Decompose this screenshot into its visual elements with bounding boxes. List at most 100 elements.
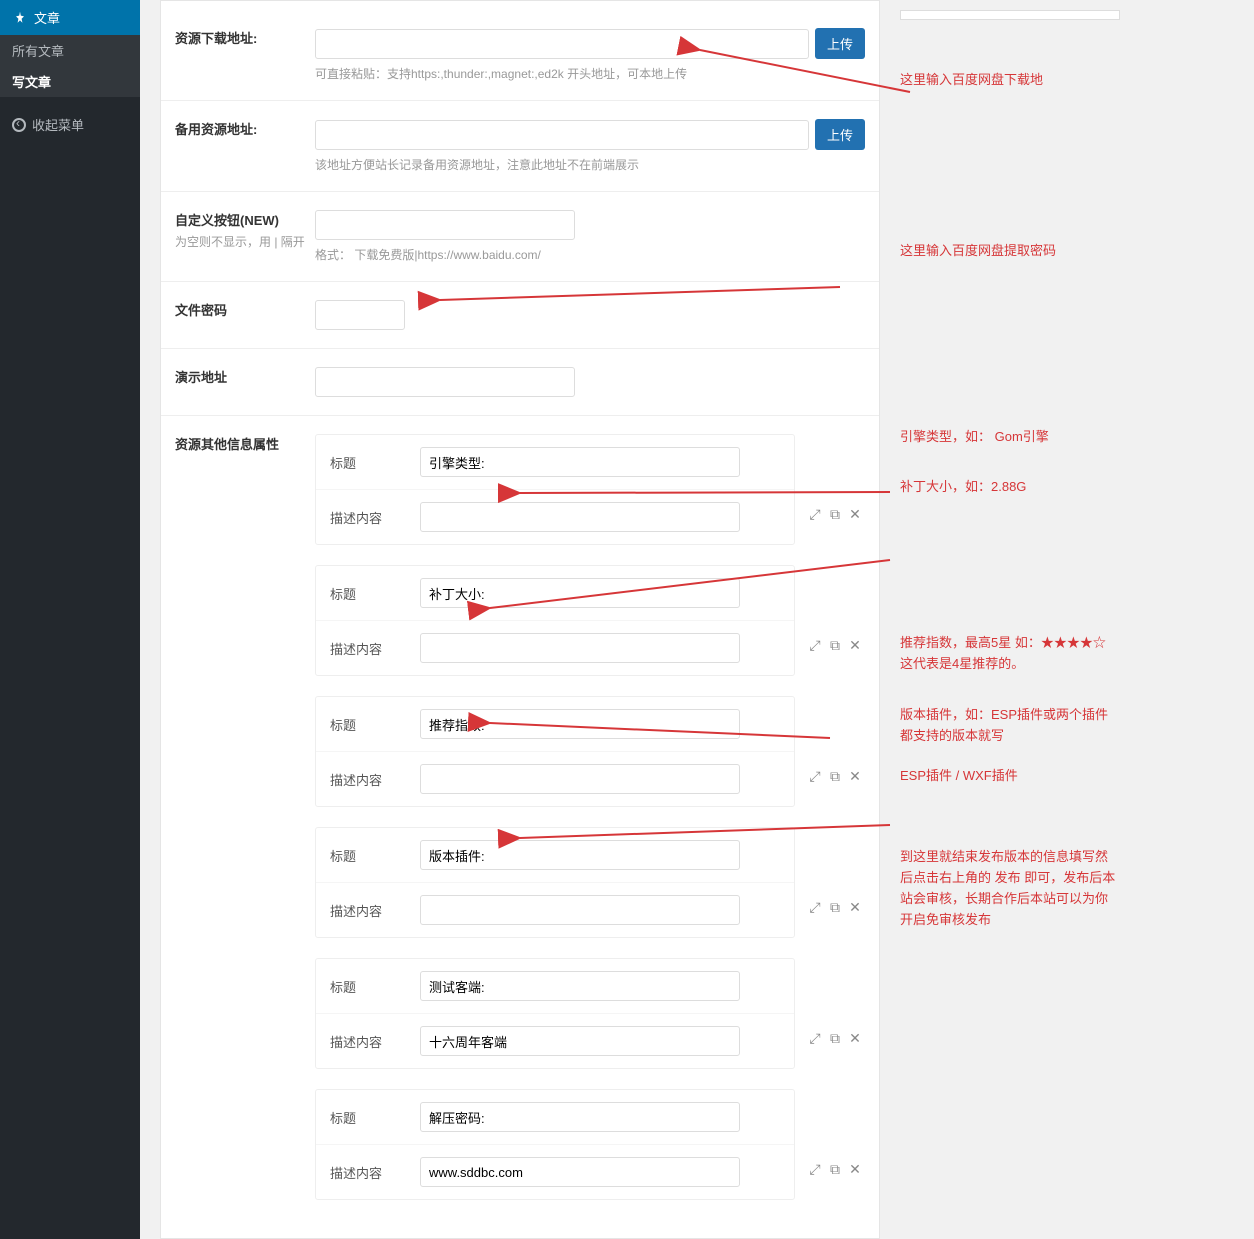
attr-title-label: 标题 xyxy=(330,1108,420,1127)
backup-upload-button[interactable]: 上传 xyxy=(815,119,865,150)
attr-desc-input[interactable] xyxy=(420,502,740,532)
custom-btn-label: 自定义按钮(NEW) xyxy=(175,210,315,229)
main-content: 资源下载地址: 上传 可直接粘贴：支持https:,thunder:,magne… xyxy=(140,0,900,1239)
attr-desc-label: 描述内容 xyxy=(330,770,420,789)
attr-desc-label: 描述内容 xyxy=(330,901,420,920)
attr-tools: ⤢ ⧉ ✕ xyxy=(805,958,865,1079)
close-icon[interactable]: ✕ xyxy=(848,770,862,784)
collapse-icon xyxy=(12,118,26,132)
attr-desc-label: 描述内容 xyxy=(330,1032,420,1051)
annotation-patch: 补丁大小，如：2.88G xyxy=(900,477,1120,498)
demo-input[interactable] xyxy=(315,367,575,397)
annotation-download: 这里输入百度网盘下载地 xyxy=(900,70,1120,91)
expand-icon[interactable]: ⤢ xyxy=(808,639,822,653)
attr-title-input[interactable] xyxy=(420,709,740,739)
close-icon[interactable]: ✕ xyxy=(848,901,862,915)
panel-top-sliver xyxy=(160,0,880,10)
sidebar-item-write-article[interactable]: 写文章 xyxy=(0,66,140,97)
expand-icon[interactable]: ⤢ xyxy=(808,1163,822,1177)
sidebar-item-articles[interactable]: 文章 xyxy=(0,0,140,35)
attr-title-input[interactable] xyxy=(420,971,740,1001)
annotation-password: 这里输入百度网盘提取密码 xyxy=(900,241,1120,262)
right-panel-sliver xyxy=(900,10,1120,20)
sidebar-item-all-articles[interactable]: 所有文章 xyxy=(0,35,140,66)
attr-group: 标题描述内容 xyxy=(315,958,795,1069)
expand-icon[interactable]: ⤢ xyxy=(808,1032,822,1046)
attr-title-input[interactable] xyxy=(420,447,740,477)
field-custom-btn: 自定义按钮(NEW) 为空则不显示，用 | 隔开 格式： 下载免费版|https… xyxy=(161,191,879,281)
copy-icon[interactable]: ⧉ xyxy=(828,639,842,653)
attrs-label: 资源其他信息属性 xyxy=(175,434,315,1220)
attr-group: 标题描述内容 xyxy=(315,696,795,807)
attr-title-label: 标题 xyxy=(330,715,420,734)
attr-desc-input[interactable] xyxy=(420,895,740,925)
attr-title-input[interactable] xyxy=(420,1102,740,1132)
admin-sidebar: 文章 所有文章 写文章 收起菜单 xyxy=(0,0,140,1239)
copy-icon[interactable]: ⧉ xyxy=(828,1163,842,1177)
annotation-plugin: 版本插件，如：ESP插件或两个插件都支持的版本就写 xyxy=(900,705,1120,747)
field-attrs: 资源其他信息属性 标题描述内容⤢⧉✕标题描述内容⤢⧉✕标题描述内容⤢⧉✕标题描述… xyxy=(161,415,879,1238)
attr-desc-label: 描述内容 xyxy=(330,508,420,527)
attr-title-label: 标题 xyxy=(330,846,420,865)
attr-title-label: 标题 xyxy=(330,977,420,996)
annotation-engine: 引擎类型，如： Gom引擎 xyxy=(900,427,1120,448)
annotation-column: 这里输入百度网盘下载地 这里输入百度网盘提取密码 引擎类型，如： Gom引擎 补… xyxy=(900,0,1140,1239)
copy-icon[interactable]: ⧉ xyxy=(828,770,842,784)
custom-btn-sub: 为空则不显示，用 | 隔开 xyxy=(175,233,315,250)
attr-group: 标题描述内容 xyxy=(315,434,795,545)
attr-tools: ⤢ ⧉ ✕ xyxy=(805,696,865,817)
copy-icon[interactable]: ⧉ xyxy=(828,1032,842,1046)
password-label: 文件密码 xyxy=(175,300,315,330)
download-input[interactable] xyxy=(315,29,809,59)
sidebar-submenu: 所有文章 写文章 xyxy=(0,35,140,97)
attr-desc-input[interactable] xyxy=(420,1157,740,1187)
expand-icon[interactable]: ⤢ xyxy=(808,901,822,915)
sidebar-articles-label: 文章 xyxy=(34,8,60,27)
form-panel: 资源下载地址: 上传 可直接粘贴：支持https:,thunder:,magne… xyxy=(160,10,880,1239)
demo-label: 演示地址 xyxy=(175,367,315,397)
attr-title-input[interactable] xyxy=(420,578,740,608)
attr-tools: ⤢ ⧉ ✕ xyxy=(805,434,865,555)
attr-tools: ⤢ ⧉ ✕ xyxy=(805,827,865,948)
field-backup: 备用资源地址: 上传 该地址方便站长记录备用资源地址，注意此地址不在前端展示 xyxy=(161,100,879,191)
close-icon[interactable]: ✕ xyxy=(848,1032,862,1046)
collapse-label: 收起菜单 xyxy=(32,115,84,134)
password-input[interactable] xyxy=(315,300,405,330)
attr-desc-label: 描述内容 xyxy=(330,1163,420,1182)
close-icon[interactable]: ✕ xyxy=(848,508,862,522)
copy-icon[interactable]: ⧉ xyxy=(828,508,842,522)
download-help: 可直接粘贴：支持https:,thunder:,magnet:,ed2k 开头地… xyxy=(315,65,865,82)
attr-title-label: 标题 xyxy=(330,584,420,603)
annotation-plugin2: ESP插件 / WXF插件 xyxy=(900,766,1120,787)
download-label: 资源下载地址: xyxy=(175,28,315,82)
field-download: 资源下载地址: 上传 可直接粘贴：支持https:,thunder:,magne… xyxy=(161,10,879,100)
attr-tools: ⤢ ⧉ ✕ xyxy=(805,1089,865,1210)
sidebar-collapse[interactable]: 收起菜单 xyxy=(0,107,140,142)
attr-tools: ⤢ ⧉ ✕ xyxy=(805,565,865,686)
pin-icon xyxy=(12,10,28,26)
attr-group: 标题描述内容 xyxy=(315,565,795,676)
custom-btn-input[interactable] xyxy=(315,210,575,240)
attr-desc-input[interactable] xyxy=(420,633,740,663)
attr-desc-input[interactable] xyxy=(420,764,740,794)
backup-help: 该地址方便站长记录备用资源地址，注意此地址不在前端展示 xyxy=(315,156,865,173)
annotation-final: 到这里就结束发布版本的信息填写然后点击右上角的 发布 即可，发布后本站会审核，长… xyxy=(900,847,1120,930)
expand-icon[interactable]: ⤢ xyxy=(808,770,822,784)
attr-group: 标题描述内容 xyxy=(315,827,795,938)
attr-desc-label: 描述内容 xyxy=(330,639,420,658)
backup-label: 备用资源地址: xyxy=(175,119,315,173)
close-icon[interactable]: ✕ xyxy=(848,1163,862,1177)
field-demo: 演示地址 xyxy=(161,348,879,415)
attr-title-input[interactable] xyxy=(420,840,740,870)
custom-btn-help: 格式： 下载免费版|https://www.baidu.com/ xyxy=(315,246,865,263)
copy-icon[interactable]: ⧉ xyxy=(828,901,842,915)
expand-icon[interactable]: ⤢ xyxy=(808,508,822,522)
attr-title-label: 标题 xyxy=(330,453,420,472)
close-icon[interactable]: ✕ xyxy=(848,639,862,653)
attr-group: 标题描述内容 xyxy=(315,1089,795,1200)
field-password: 文件密码 xyxy=(161,281,879,348)
annotation-rating: 推荐指数，最高5星 如：★★★★☆ 这代表是4星推荐的。 xyxy=(900,633,1120,675)
backup-input[interactable] xyxy=(315,120,809,150)
download-upload-button[interactable]: 上传 xyxy=(815,28,865,59)
attr-desc-input[interactable] xyxy=(420,1026,740,1056)
